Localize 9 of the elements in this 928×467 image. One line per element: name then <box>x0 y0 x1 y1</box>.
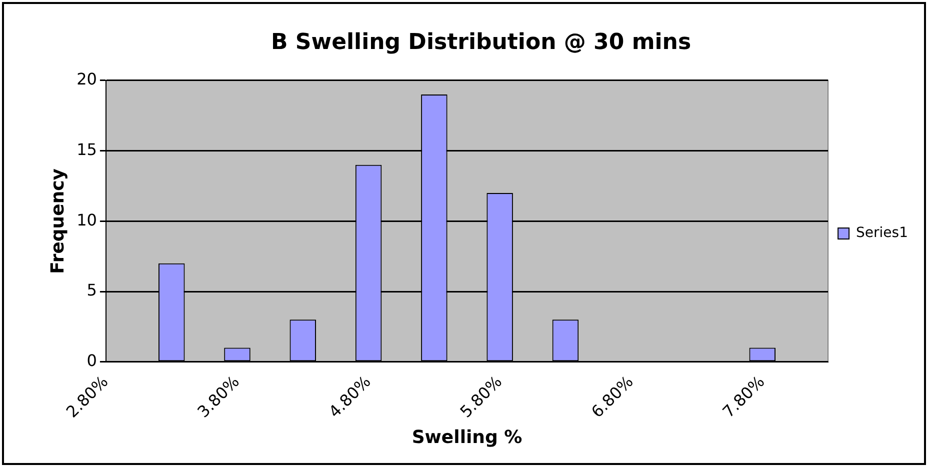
y-axis-title: Frequency <box>47 168 68 274</box>
x-axis-title: Swelling % <box>412 426 522 448</box>
y-tick-label: 20 <box>76 70 97 89</box>
y-tick-label: 15 <box>76 140 97 159</box>
y-tick-label: 5 <box>86 280 97 300</box>
legend-label: Series1 <box>856 225 908 242</box>
y-tick-label: 10 <box>76 210 97 230</box>
y-tick-label: 0 <box>86 351 97 370</box>
chart-title: B Swelling Distribution @ 30 mins <box>270 30 692 55</box>
